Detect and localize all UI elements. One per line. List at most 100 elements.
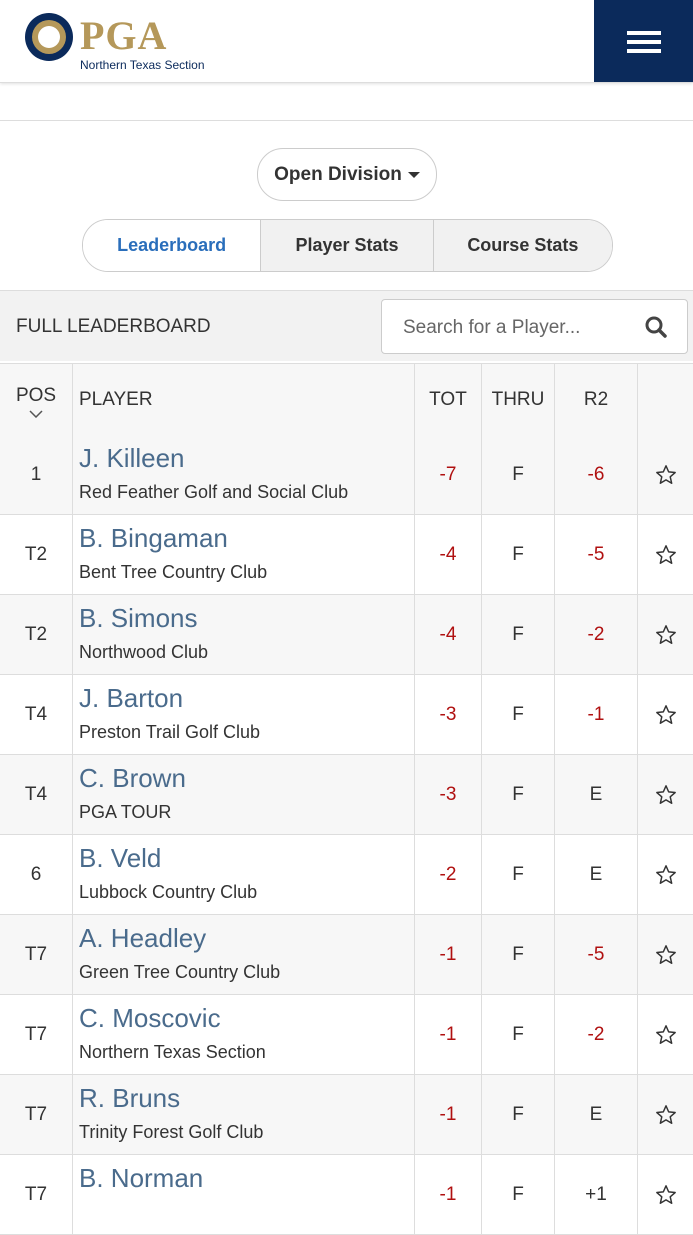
leaderboard-row: 6 B. Veld Lubbock Country Club -2 F E	[0, 835, 693, 915]
position: T7	[24, 1023, 48, 1045]
search-icon[interactable]	[645, 316, 667, 338]
player-name[interactable]: B. Veld	[79, 843, 162, 873]
position: T7	[24, 943, 48, 965]
position: T7	[24, 1183, 48, 1205]
score-r2: -5	[554, 515, 637, 594]
favorite-star[interactable]	[655, 544, 677, 566]
column-label: THRU	[491, 388, 545, 410]
column-header-cell[interactable]: POS	[0, 364, 72, 435]
player-club: PGA TOUR	[79, 802, 172, 822]
score-tot: -7	[414, 435, 481, 514]
player-cell: J. Killeen Red Feather Golf and Social Cl…	[72, 435, 414, 514]
favorite-star[interactable]	[655, 704, 677, 726]
position: 6	[30, 863, 42, 885]
score-thru: F	[481, 435, 554, 514]
player-name[interactable]: A. Headley	[79, 923, 207, 953]
score-r2: -2	[554, 595, 637, 674]
player-name[interactable]: B. Bingaman	[79, 523, 228, 553]
player-name[interactable]: C. Brown	[79, 763, 186, 793]
favorite-star[interactable]	[655, 1104, 677, 1126]
leaderboard-title: FULL LEADERBOARD	[16, 316, 211, 337]
logo-text[interactable]: PGA	[80, 13, 168, 58]
score-r2: E	[554, 755, 637, 834]
position: T4	[24, 703, 48, 725]
favorite-star[interactable]	[655, 624, 677, 646]
sort-icon[interactable]	[29, 410, 43, 418]
player-name[interactable]: B. Norman	[79, 1163, 204, 1193]
logo-emblem	[25, 13, 73, 61]
tabs: Leaderboard Player Stats Course Stats	[82, 219, 613, 272]
search-input[interactable]: Search for a Player...	[381, 299, 688, 354]
player-cell: B. Bingaman Bent Tree Country Club	[72, 515, 414, 594]
favorite-cell	[637, 755, 693, 834]
player-club: Preston Trail Golf Club	[79, 722, 261, 742]
player-club: Northwood Club	[79, 642, 209, 662]
leaderboard-row: T7 B. Norman -1 F +1	[0, 1155, 693, 1235]
favorite-cell	[637, 835, 693, 914]
column-label: TOT	[429, 388, 467, 410]
score-r2: -2	[554, 995, 637, 1074]
favorite-star[interactable]	[655, 1024, 677, 1046]
player-cell: B. Norman	[72, 1155, 414, 1234]
player-cell: C. Moscovic Northern Texas Section	[72, 995, 414, 1074]
column-header: POS PLAYER TOT THRU R2	[0, 363, 693, 437]
column-header-cell: PLAYER	[72, 364, 414, 435]
score-r2: -1	[554, 675, 637, 754]
player-club: Bent Tree Country Club	[79, 562, 268, 582]
leaderboard-row: T2 B. Bingaman Bent Tree Country Club -4 F -5	[0, 515, 693, 595]
favorite-star[interactable]	[655, 944, 677, 966]
leaderboard-row: T2 B. Simons Northwood Club -4 F -2	[0, 595, 693, 675]
score-tot: -1	[414, 1075, 481, 1154]
leaderboard-rows: 1 J. Killeen Red Feather Golf and Social C…	[0, 435, 693, 1235]
score-thru: F	[481, 835, 554, 914]
score-thru: F	[481, 675, 554, 754]
favorite-cell	[637, 995, 693, 1074]
player-cell: B. Simons Northwood Club	[72, 595, 414, 674]
score-r2: -5	[554, 915, 637, 994]
caret	[407, 171, 420, 178]
player-cell: B. Veld Lubbock Country Club	[72, 835, 414, 914]
score-tot: -1	[414, 1155, 481, 1234]
favorite-cell	[637, 595, 693, 674]
score-r2: E	[554, 835, 637, 914]
favorite-star[interactable]	[655, 464, 677, 486]
separator	[0, 120, 693, 121]
position: T4	[24, 783, 48, 805]
player-club: Lubbock Country Club	[79, 882, 258, 902]
favorite-star[interactable]	[655, 1184, 677, 1206]
tab[interactable]: Course Stats	[432, 220, 612, 271]
player-cell: J. Barton Preston Trail Golf Club	[72, 675, 414, 754]
tab[interactable]: Player Stats	[260, 220, 433, 271]
column-header-cell: TOT	[414, 364, 481, 435]
division-label: Open Division	[274, 163, 402, 185]
player-cell: A. Headley Green Tree Country Club	[72, 915, 414, 994]
column-label: PLAYER	[79, 388, 153, 410]
score-tot: -1	[414, 915, 481, 994]
score-tot: -4	[414, 595, 481, 674]
favorite-star[interactable]	[655, 784, 677, 806]
position: T2	[24, 623, 48, 645]
leaderboard-row: 1 J. Killeen Red Feather Golf and Social C…	[0, 435, 693, 515]
player-name[interactable]: C. Moscovic	[79, 1003, 221, 1033]
menu-button[interactable]	[594, 0, 693, 82]
column-header-cell	[637, 364, 693, 435]
favorite-cell	[637, 915, 693, 994]
favorite-cell	[637, 515, 693, 594]
score-r2: -6	[554, 435, 637, 514]
favorite-star[interactable]	[655, 864, 677, 886]
section-name: Northern Texas Section	[80, 58, 205, 72]
player-name[interactable]: J. Barton	[79, 683, 184, 713]
player-name[interactable]: R. Bruns	[79, 1083, 181, 1113]
player-name[interactable]: B. Simons	[79, 603, 198, 633]
player-club: Green Tree Country Club	[79, 962, 281, 982]
column-header-cell: R2	[554, 364, 637, 435]
position: T7	[24, 1103, 48, 1125]
division-dropdown[interactable]: Open Division	[257, 148, 437, 201]
player-name[interactable]: J. Killeen	[79, 443, 185, 473]
score-tot: -1	[414, 995, 481, 1074]
favorite-cell	[637, 1075, 693, 1154]
leaderboard-row: T7 C. Moscovic Northern Texas Section -1 F -2	[0, 995, 693, 1075]
tab[interactable]: Leaderboard	[83, 220, 261, 271]
score-thru: F	[481, 1155, 554, 1234]
player-cell: R. Bruns Trinity Forest Golf Club	[72, 1075, 414, 1154]
